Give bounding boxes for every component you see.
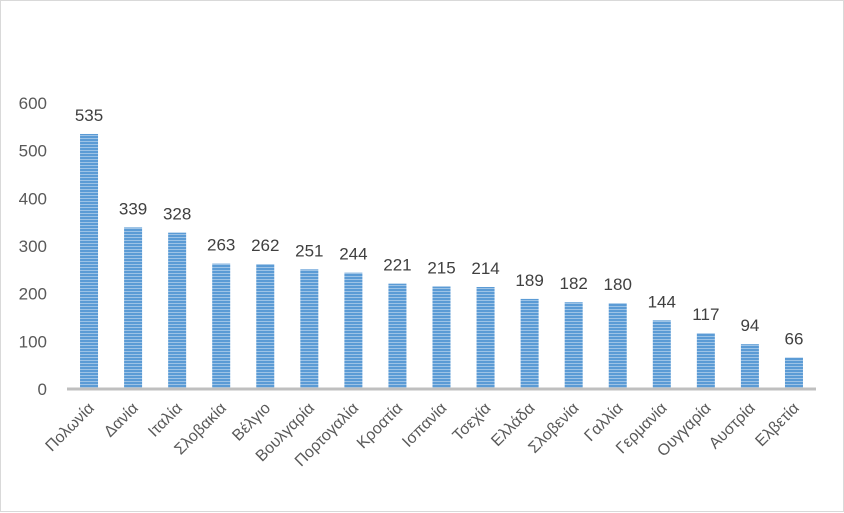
data-label: 328 — [163, 205, 191, 224]
y-tick-label: 300 — [19, 237, 47, 256]
data-label: 215 — [427, 259, 455, 278]
y-tick-label: 200 — [19, 285, 47, 304]
y-tick-label: 100 — [19, 332, 47, 351]
x-tick-label: Πολωνία — [43, 400, 98, 455]
bar-0 — [80, 133, 99, 389]
data-label: 144 — [648, 292, 676, 311]
x-tick-label: Δανία — [101, 400, 142, 441]
x-tick-label: Ελβετία — [752, 400, 802, 450]
bar-15 — [740, 344, 759, 389]
data-labels: 535 339 328 263 262 251 244 221 215 214 189 182 180 1… — [75, 106, 804, 349]
data-label: 66 — [785, 330, 804, 349]
data-label: 244 — [339, 245, 367, 264]
data-label: 189 — [515, 271, 543, 290]
y-axis: 0 100 200 300 400 500 600 — [19, 94, 47, 399]
bar-10 — [520, 298, 539, 389]
bar-13 — [652, 320, 671, 389]
bar-9 — [476, 286, 495, 389]
bar-7 — [388, 283, 407, 389]
x-tick-label: Ιταλία — [145, 400, 186, 441]
x-tick-label: Αυστρία — [706, 400, 759, 453]
bar-11 — [564, 302, 583, 389]
y-tick-label: 0 — [38, 380, 47, 399]
bar-5 — [300, 269, 319, 389]
data-label: 182 — [559, 274, 587, 293]
bar-12 — [608, 303, 627, 389]
x-tick-label: Ισπανία — [399, 400, 450, 451]
bar-2 — [168, 232, 187, 389]
data-label: 117 — [692, 305, 719, 324]
bar-14 — [696, 333, 715, 389]
data-label: 221 — [383, 256, 411, 275]
bar-6 — [344, 272, 363, 389]
bar-8 — [432, 286, 451, 389]
data-label: 214 — [471, 259, 499, 278]
x-tick-label: Κροατία — [354, 400, 406, 452]
bar-1 — [124, 227, 143, 389]
data-label: 535 — [75, 106, 103, 125]
bar-16 — [784, 357, 803, 389]
data-label: 263 — [207, 236, 235, 255]
y-tick-label: 500 — [19, 142, 47, 161]
bar-3 — [212, 263, 231, 389]
y-tick-label: 600 — [19, 94, 47, 113]
data-label: 339 — [119, 199, 147, 218]
data-label: 262 — [251, 236, 279, 255]
y-tick-label: 400 — [19, 189, 47, 208]
data-label: 251 — [295, 241, 323, 260]
bars — [80, 133, 803, 389]
data-label: 94 — [740, 316, 759, 335]
data-label: 180 — [604, 275, 632, 294]
bar-4 — [256, 264, 275, 389]
